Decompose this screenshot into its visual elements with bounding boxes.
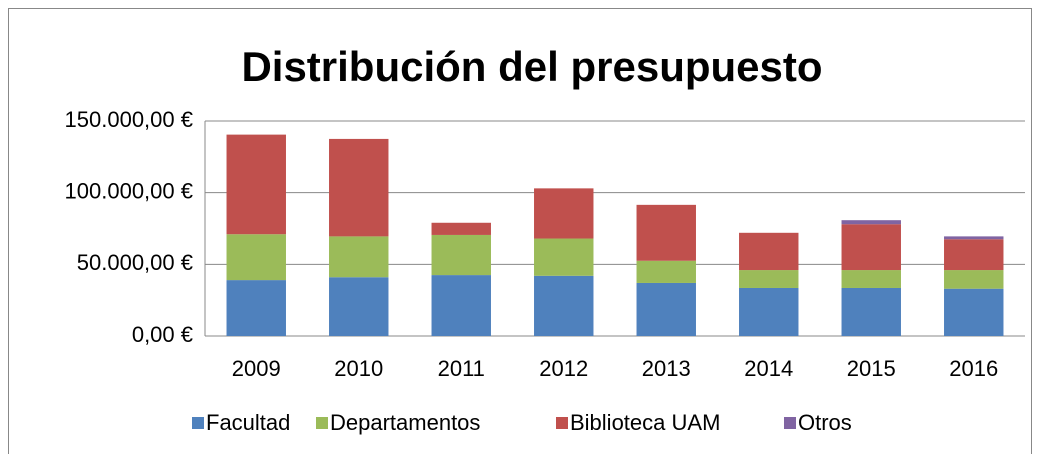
legend-label: Facultad (206, 410, 290, 435)
bar (944, 270, 1004, 289)
bar (431, 234, 491, 276)
bar (329, 236, 389, 278)
legend-label: Departamentos (330, 410, 480, 435)
bar (944, 236, 1004, 240)
x-tick-label: 2010 (334, 356, 383, 381)
x-tick-label: 2013 (642, 356, 691, 381)
bar (534, 238, 594, 276)
bar (226, 234, 286, 281)
bar (431, 275, 491, 336)
legend-label: Otros (798, 410, 852, 435)
bar (636, 282, 696, 336)
bar (841, 220, 901, 225)
x-tick-label: 2015 (847, 356, 896, 381)
bar (739, 287, 799, 336)
x-tick-label: 2011 (438, 356, 485, 381)
legend-swatch (192, 417, 204, 429)
bar (739, 270, 799, 288)
chart-title: Distribución del presupuesto (241, 43, 822, 90)
bar (841, 224, 901, 271)
bar (329, 138, 389, 237)
legend-swatch (556, 417, 568, 429)
legend-swatch (784, 417, 796, 429)
x-tick-label: 2012 (539, 356, 588, 381)
bar (431, 222, 491, 235)
bar (534, 188, 594, 239)
bar (329, 277, 389, 336)
y-tick-label: 50.000,00 € (77, 250, 193, 275)
bar (739, 232, 799, 271)
y-tick-label: 150.000,00 € (65, 107, 193, 132)
x-tick-label: 2014 (744, 356, 793, 381)
bar (226, 280, 286, 336)
y-tick-label: 100.000,00 € (65, 178, 193, 203)
legend-label: Biblioteca UAM (570, 410, 720, 435)
bar (841, 270, 901, 288)
bar (841, 287, 901, 336)
bar (636, 260, 696, 283)
y-tick-label: 0,00 € (132, 322, 193, 347)
x-tick-label: 2016 (949, 356, 998, 381)
x-tick-label: 2009 (232, 356, 281, 381)
bar (944, 288, 1004, 336)
legend-swatch (316, 417, 328, 429)
bar (636, 204, 696, 261)
bar (534, 275, 594, 336)
bar (226, 134, 286, 235)
bar (944, 239, 1004, 271)
